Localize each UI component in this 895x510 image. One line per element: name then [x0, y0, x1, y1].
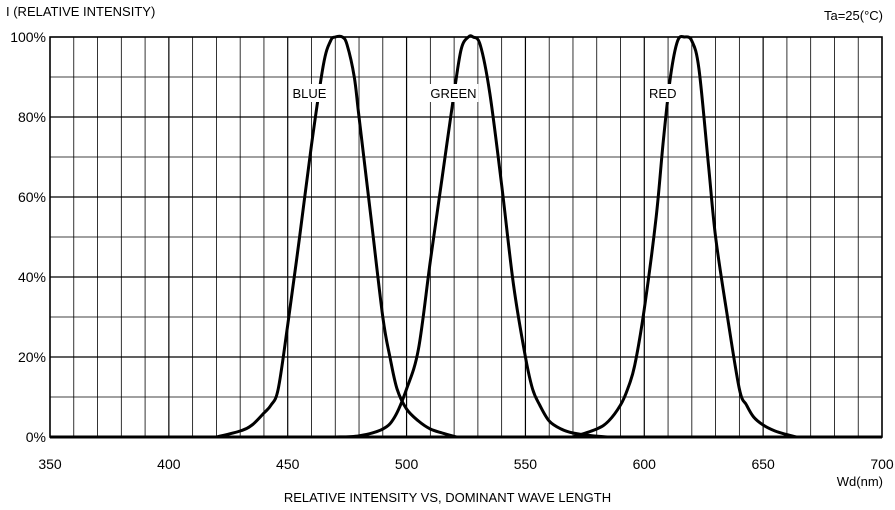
x-tick-label: 450	[276, 456, 300, 472]
y-tick-label: 60%	[18, 189, 46, 205]
x-axis-label: Wd(nm)	[836, 474, 883, 489]
x-tick-label: 350	[38, 456, 62, 472]
y-axis-label: I (RELATIVE INTENSITY)	[6, 4, 156, 19]
series-label-blue: BLUE	[292, 86, 326, 101]
y-tick-label: 100%	[10, 29, 46, 45]
x-tick-label: 650	[751, 456, 775, 472]
y-tick-label: 40%	[18, 269, 46, 285]
series-label-red: RED	[649, 86, 676, 101]
y-tick-label: 20%	[18, 349, 46, 365]
axis-layer	[49, 36, 883, 439]
series-label-green: GREEN	[430, 86, 476, 101]
series-label-bg	[289, 84, 332, 102]
chart-title: RELATIVE INTENSITY VS, DOMINANT WAVE LEN…	[283, 490, 612, 505]
grid-major	[50, 37, 882, 437]
temperature-condition: Ta=25(°C)	[823, 8, 883, 23]
series-line-green	[333, 34, 611, 439]
y-tick-label: 0%	[26, 429, 46, 445]
x-tick-label: 400	[157, 456, 181, 472]
x-tick-label: 500	[395, 456, 419, 472]
grid-minor	[50, 37, 882, 437]
y-tick-label: 80%	[18, 109, 46, 125]
series-label-bg	[427, 84, 479, 102]
tick-labels: 350 400 450 500 550 600 650 700 0% 20% 40% 60% 80% 10…	[10, 29, 894, 472]
series-label-bg	[646, 84, 680, 102]
x-tick-label: 600	[633, 456, 657, 472]
series-label-layer: BLUE GREEN RED	[289, 84, 680, 102]
x-tick-label: 700	[870, 456, 894, 472]
x-tick-label: 550	[514, 456, 538, 472]
